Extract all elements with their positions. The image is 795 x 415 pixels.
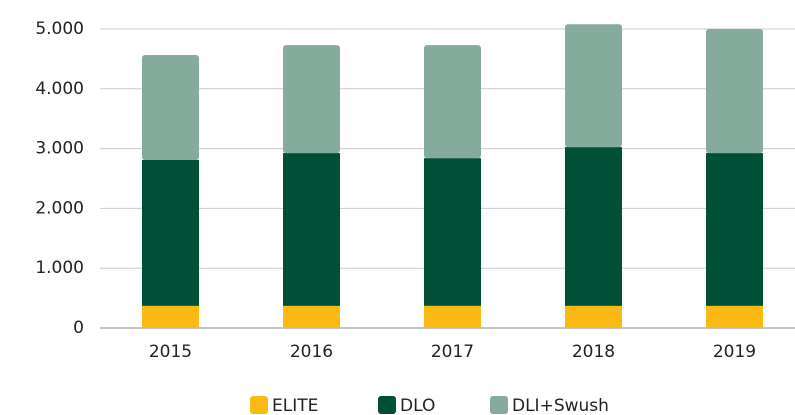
bar-segment	[424, 158, 481, 306]
y-tick-label: 0	[73, 318, 84, 338]
x-tick-label: 2018	[572, 342, 615, 362]
x-tick-label: 2016	[290, 342, 333, 362]
bar-segment	[283, 305, 340, 328]
y-tick-label: 5.000	[35, 19, 84, 39]
y-tick-label: 1.000	[35, 258, 84, 278]
bar-segment	[142, 305, 199, 328]
legend-label: DLI+Swush	[512, 396, 609, 415]
bar-segment	[706, 28, 763, 154]
legend-swatch	[250, 396, 268, 414]
bar-segment	[565, 24, 622, 148]
legend-swatch	[378, 396, 396, 414]
bar-segment	[142, 159, 199, 306]
bar-segment	[706, 153, 763, 306]
x-tick-label: 2019	[713, 342, 756, 362]
bar-segment	[142, 54, 199, 160]
x-tick-label: 2015	[149, 342, 192, 362]
bar-segment	[283, 45, 340, 154]
bar-segment	[565, 305, 622, 328]
bar-segment	[283, 153, 340, 306]
legend-label: ELITE	[272, 396, 318, 415]
bar-segment	[424, 305, 481, 328]
y-tick-label: 2.000	[35, 198, 84, 218]
legend-label: DLO	[400, 396, 435, 415]
bar-segment	[565, 147, 622, 306]
x-tick-label: 2017	[431, 342, 474, 362]
y-tick-label: 4.000	[35, 79, 84, 99]
legend-swatch	[490, 396, 508, 414]
bar-segment	[706, 305, 763, 328]
bar-segment	[424, 45, 481, 159]
y-tick-label: 3.000	[35, 139, 84, 159]
